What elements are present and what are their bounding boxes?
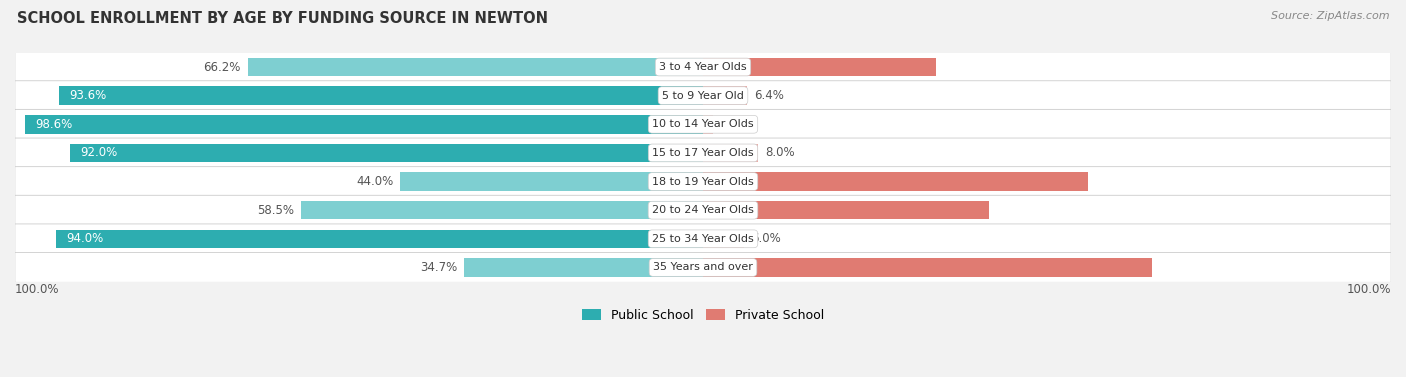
Text: 93.6%: 93.6% <box>69 89 107 102</box>
Text: 20 to 24 Year Olds: 20 to 24 Year Olds <box>652 205 754 215</box>
FancyBboxPatch shape <box>15 138 1391 168</box>
Legend: Public School, Private School: Public School, Private School <box>578 305 828 326</box>
Text: 18 to 19 Year Olds: 18 to 19 Year Olds <box>652 176 754 187</box>
Text: 10 to 14 Year Olds: 10 to 14 Year Olds <box>652 119 754 129</box>
Bar <box>56 230 703 248</box>
Bar <box>703 144 758 162</box>
Text: 34.7%: 34.7% <box>420 261 457 274</box>
Text: 98.6%: 98.6% <box>35 118 72 131</box>
Bar <box>70 144 703 162</box>
Text: 56.0%: 56.0% <box>1095 175 1132 188</box>
Text: 6.4%: 6.4% <box>754 89 783 102</box>
FancyBboxPatch shape <box>15 195 1391 225</box>
FancyBboxPatch shape <box>15 109 1391 139</box>
FancyBboxPatch shape <box>15 81 1391 110</box>
Bar <box>703 172 1088 191</box>
Bar <box>301 201 703 219</box>
Text: 66.2%: 66.2% <box>204 61 240 74</box>
FancyBboxPatch shape <box>15 253 1391 282</box>
FancyBboxPatch shape <box>15 167 1391 196</box>
Text: 5 to 9 Year Old: 5 to 9 Year Old <box>662 90 744 101</box>
Text: Source: ZipAtlas.com: Source: ZipAtlas.com <box>1271 11 1389 21</box>
Text: 6.0%: 6.0% <box>751 232 780 245</box>
Text: 3 to 4 Year Olds: 3 to 4 Year Olds <box>659 62 747 72</box>
Text: SCHOOL ENROLLMENT BY AGE BY FUNDING SOURCE IN NEWTON: SCHOOL ENROLLMENT BY AGE BY FUNDING SOUR… <box>17 11 548 26</box>
Bar <box>59 86 703 105</box>
Text: 100.0%: 100.0% <box>15 283 59 296</box>
Bar <box>703 86 747 105</box>
Bar <box>703 201 988 219</box>
Text: 100.0%: 100.0% <box>1347 283 1391 296</box>
FancyBboxPatch shape <box>15 224 1391 254</box>
Text: 1.4%: 1.4% <box>720 118 749 131</box>
Bar <box>247 58 703 76</box>
Text: 65.3%: 65.3% <box>1159 261 1197 274</box>
Text: 41.5%: 41.5% <box>995 204 1032 217</box>
Text: 15 to 17 Year Olds: 15 to 17 Year Olds <box>652 148 754 158</box>
Text: 33.8%: 33.8% <box>942 61 980 74</box>
Text: 44.0%: 44.0% <box>356 175 394 188</box>
Text: 58.5%: 58.5% <box>257 204 294 217</box>
Bar <box>25 115 703 133</box>
Text: 94.0%: 94.0% <box>66 232 104 245</box>
Text: 92.0%: 92.0% <box>80 146 118 159</box>
Bar <box>401 172 703 191</box>
Text: 35 Years and over: 35 Years and over <box>652 262 754 273</box>
FancyBboxPatch shape <box>15 52 1391 82</box>
Text: 25 to 34 Year Olds: 25 to 34 Year Olds <box>652 234 754 244</box>
Bar <box>703 58 935 76</box>
Bar <box>464 258 703 277</box>
Text: 8.0%: 8.0% <box>765 146 794 159</box>
Bar <box>703 258 1153 277</box>
Bar <box>703 115 713 133</box>
Bar <box>703 230 744 248</box>
